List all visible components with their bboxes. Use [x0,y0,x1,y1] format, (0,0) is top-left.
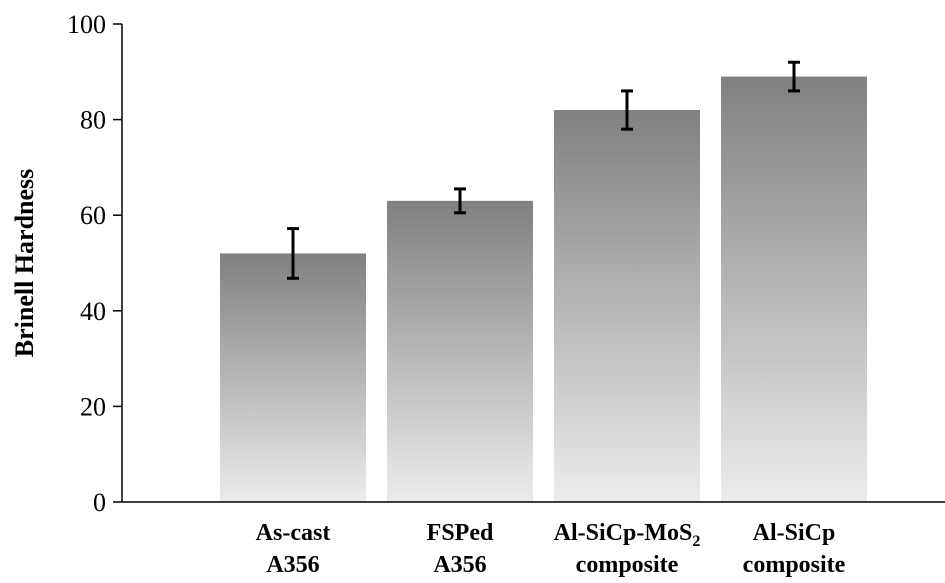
x-tick-label: A356 [266,552,319,578]
bar [554,110,700,502]
y-ticks: 0 20 40 60 80 100 [67,10,122,517]
bar [387,200,533,503]
bar [220,253,366,502]
x-tick-labels: As-castA356FSPedA356Al-SiCp-MoS2composit… [256,520,846,578]
y-tick-label: 100 [67,10,106,39]
y-tick-label: 20 [80,392,106,421]
y-tick-label: 80 [80,106,106,135]
x-tick-label: Al-SiCp [753,520,836,546]
x-tick-label: composite [576,552,679,578]
axes [121,24,945,503]
bar [721,76,867,502]
y-tick-label: 40 [80,297,106,326]
x-tick-label: A356 [433,552,486,578]
bars [220,76,867,503]
x-tick-label: Al-SiCp-MoS2 [554,520,701,550]
error-bars [287,60,800,280]
y-tick-label: 0 [93,488,106,517]
y-axis-label: Brinell Hardness [10,169,39,358]
x-tick-label: FSPed [427,520,494,546]
x-tick-label: composite [743,552,846,578]
x-tick-label: As-cast [256,520,331,546]
y-tick-label: 60 [80,201,106,230]
